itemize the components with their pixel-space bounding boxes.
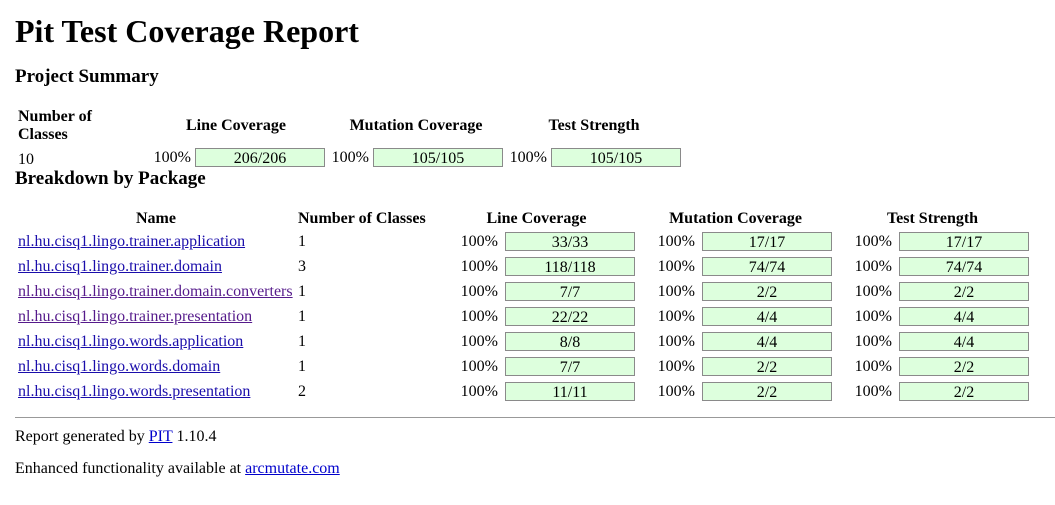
line-coverage-pct: 100% [460,358,498,375]
test-strength-bar: 4/4 [899,332,1029,351]
line-coverage-pct: 100% [460,258,498,275]
test-strength-bar: 74/74 [899,257,1029,276]
package-row: nl.hu.cisq1.lingo.words.application 1 100%… [17,331,1030,354]
mutation-coverage-bar: 2/2 [702,382,832,401]
mutation-coverage-pct: 100% [657,333,695,350]
line-coverage-bar: 8/8 [505,332,635,351]
line-coverage-pct: 100% [460,383,498,400]
arcmutate-link[interactable]: arcmutate.com [245,460,340,477]
test-strength-bar: 2/2 [899,357,1029,376]
summary-row: 10 100% 206/206 100% 105/105 100% 105/10… [17,147,682,171]
package-link[interactable]: nl.hu.cisq1.lingo.trainer.domain [18,258,222,275]
mutation-coverage-pct: 100% [657,383,695,400]
package-row: nl.hu.cisq1.lingo.trainer.domain 3 100% 118… [17,256,1030,279]
header-number-of-classes: Number of Classes [298,210,426,227]
package-link[interactable]: nl.hu.cisq1.lingo.words.domain [18,358,221,375]
page-title: Pit Test Coverage Report [15,13,359,49]
line-coverage-pct: 100% [460,233,498,250]
mutation-coverage-bar: 4/4 [702,307,832,326]
project-summary-heading: Project Summary [15,66,159,87]
test-strength-pct: 100% [854,283,892,300]
line-coverage-bar: 11/11 [505,382,635,401]
generated-prefix: Report generated by [15,428,145,445]
line-coverage-pct: 100% [460,283,498,300]
package-classes: 1 [298,358,306,375]
test-strength-bar: 17/17 [899,232,1029,251]
package-table: Name Number of Classes Line Coverage Mut… [15,207,1032,406]
line-coverage-bar: 33/33 [505,232,635,251]
package-link[interactable]: nl.hu.cisq1.lingo.trainer.application [18,233,246,250]
line-coverage-bar: 7/7 [505,357,635,376]
package-link[interactable]: nl.hu.cisq1.lingo.trainer.presentation [18,308,253,325]
header-line-coverage: Line Coverage [486,210,587,227]
mutation-coverage-pct: 100% [657,283,695,300]
package-classes: 1 [298,283,306,300]
package-classes: 1 [298,308,306,325]
test-strength-pct: 100% [854,383,892,400]
report-generated-line: Report generated by PIT 1.10.4 [15,427,216,447]
package-row: nl.hu.cisq1.lingo.trainer.presentation 1 1… [17,306,1030,329]
enhanced-prefix: Enhanced functionality available at [15,460,242,477]
mutation-coverage-bar: 2/2 [702,282,832,301]
summary-classes: 10 [18,151,34,168]
package-classes: 1 [298,333,306,350]
package-link[interactable]: nl.hu.cisq1.lingo.words.presentation [18,383,251,400]
breakdown-heading: Breakdown by Package [15,168,206,189]
header-name: Name [136,210,176,227]
mutation-coverage-bar: 74/74 [702,257,832,276]
pit-version: 1.10.4 [176,428,217,445]
test-strength-bar: 4/4 [899,307,1029,326]
pit-link[interactable]: PIT [148,428,173,445]
summary-mutation-pct: 100% [331,149,369,166]
test-strength-pct: 100% [854,333,892,350]
header-line-coverage: Line Coverage [186,117,286,134]
package-row: nl.hu.cisq1.lingo.words.domain 1 100% 7/7 10… [17,356,1030,379]
package-link[interactable]: nl.hu.cisq1.lingo.trainer.domain.convert… [18,283,293,300]
mutation-coverage-bar: 17/17 [702,232,832,251]
test-strength-pct: 100% [854,258,892,275]
summary-mutation-bar: 105/105 [373,148,503,167]
test-strength-pct: 100% [854,358,892,375]
summary-line-bar: 206/206 [195,148,325,167]
line-coverage-bar: 22/22 [505,307,635,326]
header-number-of-classes: Number of Classes [18,108,92,143]
mutation-coverage-pct: 100% [657,258,695,275]
package-classes: 1 [298,233,306,250]
test-strength-pct: 100% [854,233,892,250]
header-mutation-coverage: Mutation Coverage [669,210,802,227]
enhanced-functionality-line: Enhanced functionality available at arcm… [15,459,340,479]
mutation-coverage-pct: 100% [657,308,695,325]
mutation-coverage-pct: 100% [657,233,695,250]
package-link[interactable]: nl.hu.cisq1.lingo.words.application [18,333,244,350]
summary-line-pct: 100% [153,149,191,166]
line-coverage-pct: 100% [460,333,498,350]
summary-strength-bar: 105/105 [551,148,681,167]
package-row: nl.hu.cisq1.lingo.words.presentation 2 100… [17,381,1030,404]
test-strength-bar: 2/2 [899,382,1029,401]
mutation-coverage-bar: 2/2 [702,357,832,376]
footer-divider [15,417,1055,418]
test-strength-bar: 2/2 [899,282,1029,301]
line-coverage-pct: 100% [460,308,498,325]
mutation-coverage-bar: 4/4 [702,332,832,351]
header-test-strength: Test Strength [548,117,640,134]
mutation-coverage-pct: 100% [657,358,695,375]
header-mutation-coverage: Mutation Coverage [349,117,483,134]
package-classes: 2 [298,383,306,400]
test-strength-pct: 100% [854,308,892,325]
project-summary-table: Number of Classes Line Coverage Mutation… [15,105,684,173]
package-row: nl.hu.cisq1.lingo.trainer.domain.convert… [17,281,1030,304]
package-classes: 3 [298,258,306,275]
summary-strength-pct: 100% [509,149,547,166]
header-test-strength: Test Strength [886,210,979,227]
package-row: nl.hu.cisq1.lingo.trainer.application 1 10… [17,231,1030,254]
line-coverage-bar: 7/7 [505,282,635,301]
line-coverage-bar: 118/118 [505,257,635,276]
